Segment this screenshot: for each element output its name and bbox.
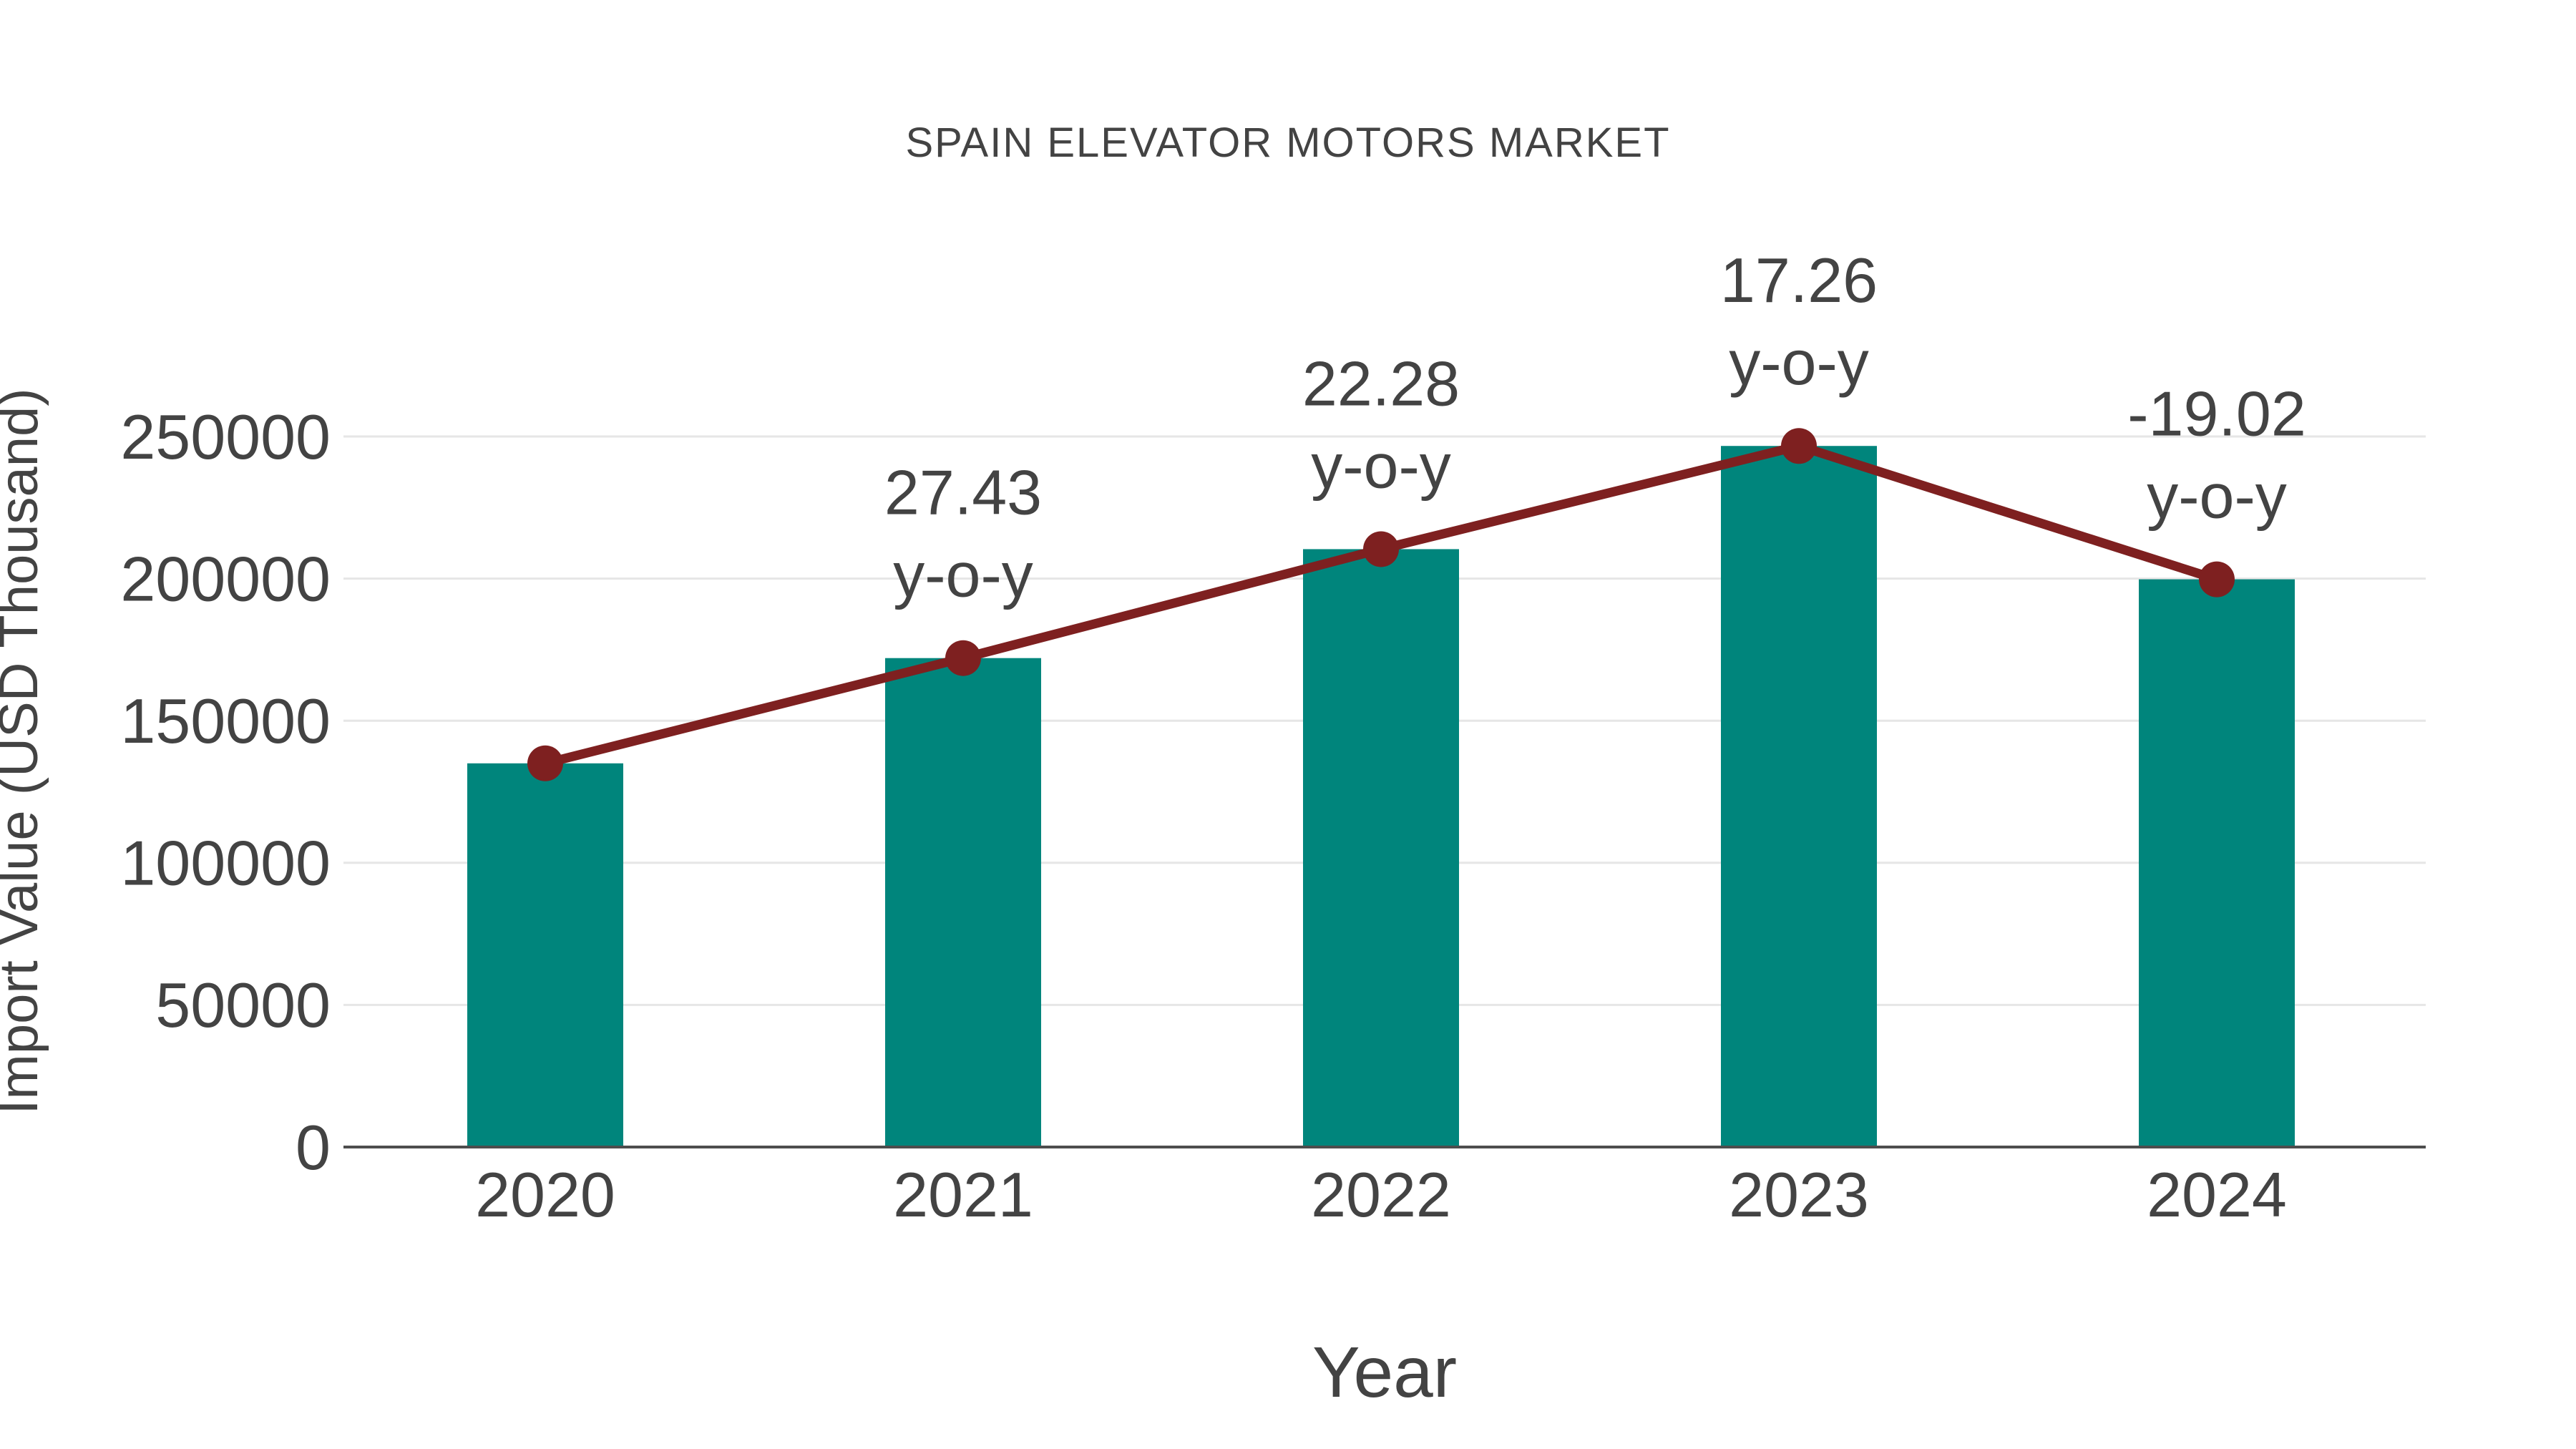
annotation-suffix: y-o-y xyxy=(2147,460,2287,531)
marker-2020 xyxy=(527,745,563,781)
annotation-value: 27.43 xyxy=(884,457,1042,527)
y-tick-label: 200000 xyxy=(120,543,331,614)
bar-2020 xyxy=(467,763,623,1147)
y-tick-label: 150000 xyxy=(120,686,331,756)
annotation-value: -19.02 xyxy=(2127,378,2306,449)
x-tick-label: 2020 xyxy=(475,1159,615,1230)
y-axis-title: Import Value (USD Thousand) xyxy=(0,388,49,1114)
marker-2022 xyxy=(1363,531,1399,567)
x-tick-label: 2023 xyxy=(1729,1159,1869,1230)
bar-2023 xyxy=(1721,446,1877,1147)
annotation-value: 22.28 xyxy=(1302,348,1460,419)
annotation-suffix: y-o-y xyxy=(1311,430,1451,501)
marker-2023 xyxy=(1781,428,1817,464)
bar-2022 xyxy=(1303,549,1459,1147)
x-tick-label: 2021 xyxy=(893,1159,1033,1230)
y-tick-label: 250000 xyxy=(120,401,331,472)
marker-2024 xyxy=(2199,561,2235,597)
annotation-value: 17.26 xyxy=(1720,245,1878,316)
bar-2024 xyxy=(2139,579,2295,1147)
x-axis-title: Year xyxy=(1312,1332,1457,1413)
annotation-suffix: y-o-y xyxy=(893,539,1033,610)
chart-title: SPAIN ELEVATOR MOTORS MARKET xyxy=(905,119,1671,166)
y-tick-label: 0 xyxy=(296,1112,331,1183)
bar-2021 xyxy=(885,658,1041,1147)
y-tick-label: 50000 xyxy=(155,970,331,1040)
marker-2021 xyxy=(945,640,981,676)
x-tick-label: 2024 xyxy=(2147,1159,2287,1230)
annotation-suffix: y-o-y xyxy=(1729,327,1869,398)
x-tick-label: 2022 xyxy=(1311,1159,1451,1230)
y-tick-label: 100000 xyxy=(120,828,331,899)
